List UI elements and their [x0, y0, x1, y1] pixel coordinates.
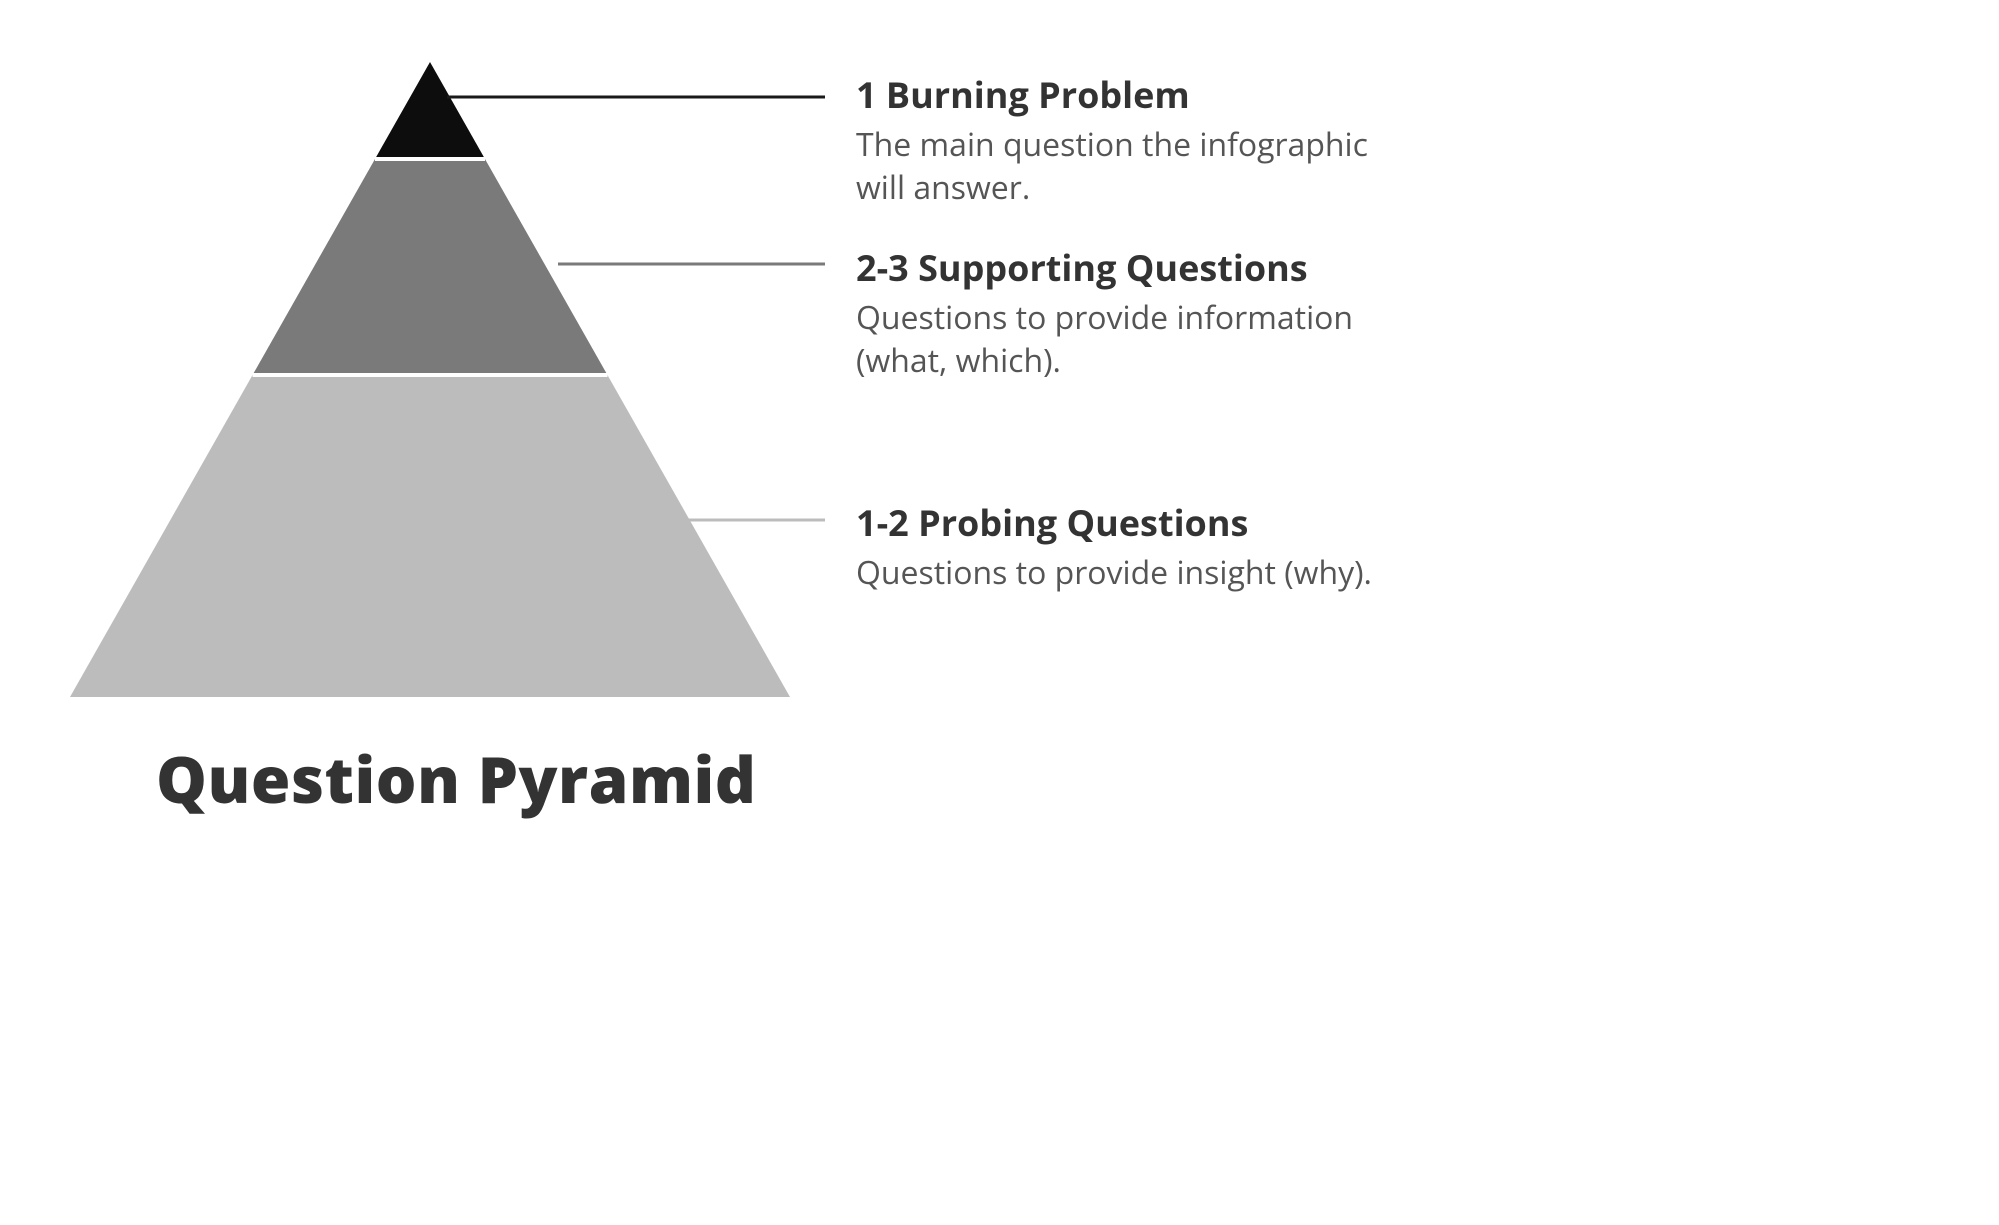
pyramid-section-1: [253, 159, 608, 375]
diagram-title: Question Pyramid: [156, 735, 756, 822]
diagram-stage: 1 Burning Problem The main question the …: [0, 0, 1999, 1225]
label-heading: 1-2 Probing Questions: [856, 500, 1372, 545]
label-heading: 1 Burning Problem: [856, 72, 1416, 117]
label-heading: 2-3 Supporting Questions: [856, 245, 1416, 290]
label-subtext: Questions to provide insight (why).: [856, 551, 1372, 594]
label-supporting-questions: 2-3 Supporting Questions Questions to pr…: [856, 245, 1416, 382]
label-probing-questions: 1-2 Probing Questions Questions to provi…: [856, 500, 1372, 594]
pyramid-section-0: [375, 62, 485, 159]
label-subtext: Questions to provide information (what, …: [856, 296, 1416, 382]
label-burning-problem: 1 Burning Problem The main question the …: [856, 72, 1416, 209]
pyramid-section-2: [70, 375, 790, 697]
label-subtext: The main question the infographic will a…: [856, 123, 1416, 209]
